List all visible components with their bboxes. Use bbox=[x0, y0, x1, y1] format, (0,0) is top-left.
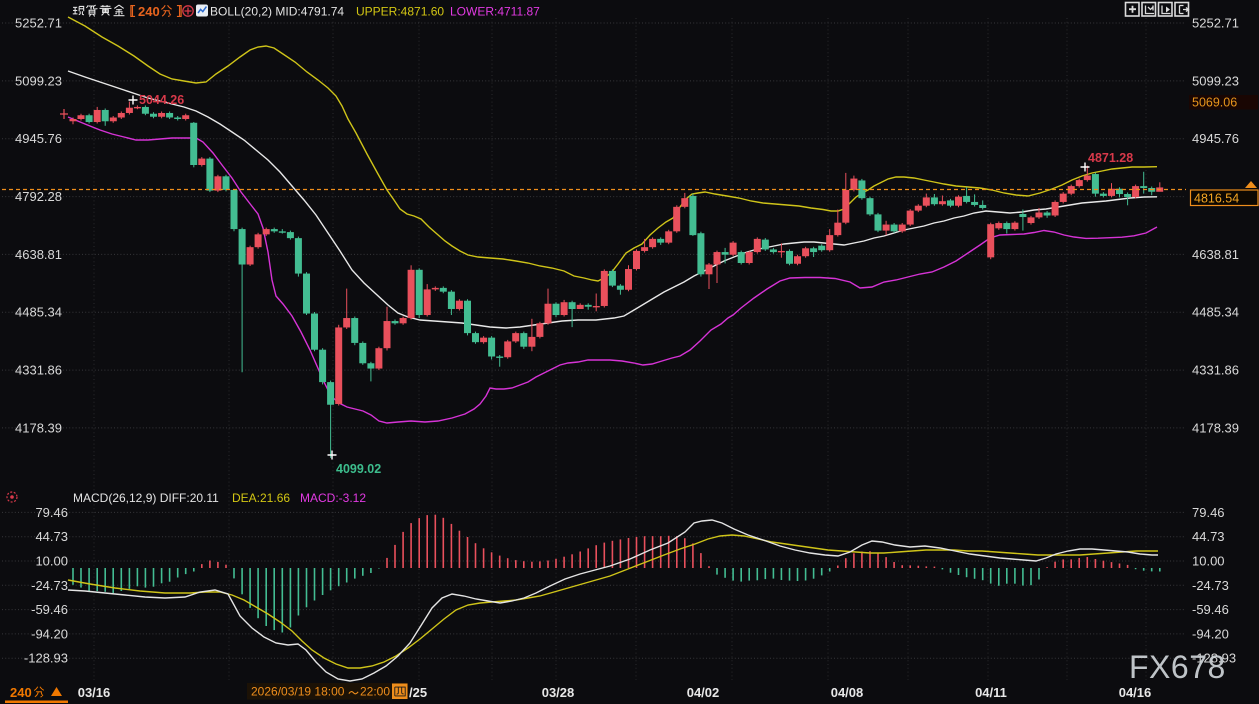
svg-text:4178.39: 4178.39 bbox=[1192, 420, 1239, 435]
svg-text:4485.34: 4485.34 bbox=[1192, 305, 1239, 320]
svg-text:79.46: 79.46 bbox=[1192, 505, 1225, 520]
svg-text:04/16: 04/16 bbox=[1119, 685, 1152, 700]
svg-text:22:00: 22:00 bbox=[360, 685, 390, 699]
svg-text:-94.20: -94.20 bbox=[1192, 626, 1229, 641]
svg-text:2026/03/19 18:00: 2026/03/19 18:00 bbox=[251, 685, 345, 699]
svg-text:MACD:-3.12: MACD:-3.12 bbox=[300, 491, 366, 505]
svg-text:4331.86: 4331.86 bbox=[1192, 363, 1239, 378]
svg-text:-59.46: -59.46 bbox=[1192, 602, 1229, 617]
svg-text:LOWER:4711.87: LOWER:4711.87 bbox=[450, 5, 540, 19]
svg-text:4816.54: 4816.54 bbox=[1194, 192, 1239, 206]
svg-text:4099.02: 4099.02 bbox=[336, 462, 381, 476]
svg-text:MACD(26,12,9) DIFF:20.11: MACD(26,12,9) DIFF:20.11 bbox=[73, 491, 219, 505]
svg-text:4331.86: 4331.86 bbox=[15, 363, 62, 378]
svg-text:-128.93: -128.93 bbox=[1192, 651, 1236, 666]
svg-text:44.73: 44.73 bbox=[35, 529, 68, 544]
svg-text:-94.20: -94.20 bbox=[31, 626, 68, 641]
svg-text:FX678: FX678 bbox=[1129, 649, 1226, 685]
svg-text:5069.06: 5069.06 bbox=[1192, 96, 1237, 110]
svg-text:10.00: 10.00 bbox=[1192, 554, 1225, 569]
svg-text:240: 240 bbox=[138, 4, 160, 19]
svg-text:4638.81: 4638.81 bbox=[1192, 247, 1239, 262]
svg-text:DEA:21.66: DEA:21.66 bbox=[232, 491, 290, 505]
svg-text:4945.76: 4945.76 bbox=[15, 131, 62, 146]
svg-text:04/11: 04/11 bbox=[975, 685, 1007, 700]
svg-text:4792.28: 4792.28 bbox=[15, 189, 62, 204]
svg-text:/25: /25 bbox=[409, 685, 427, 700]
svg-text:5252.71: 5252.71 bbox=[1192, 16, 1239, 31]
svg-text:4638.81: 4638.81 bbox=[15, 247, 62, 262]
svg-text:5252.71: 5252.71 bbox=[15, 16, 62, 31]
svg-text:44.73: 44.73 bbox=[1192, 529, 1225, 544]
svg-text:4945.76: 4945.76 bbox=[1192, 131, 1239, 146]
svg-text:79.46: 79.46 bbox=[35, 505, 68, 520]
svg-text:4178.39: 4178.39 bbox=[15, 420, 62, 435]
svg-text:04/02: 04/02 bbox=[687, 685, 720, 700]
svg-text:5099.23: 5099.23 bbox=[1192, 73, 1239, 88]
svg-text:10.00: 10.00 bbox=[35, 554, 68, 569]
svg-text:03/16: 03/16 bbox=[78, 685, 111, 700]
svg-text:4485.34: 4485.34 bbox=[15, 305, 62, 320]
svg-text:4871.28: 4871.28 bbox=[1088, 151, 1133, 165]
svg-text:5044.26: 5044.26 bbox=[139, 93, 184, 107]
svg-text:04/08: 04/08 bbox=[831, 685, 864, 700]
svg-text:UPPER:4871.60: UPPER:4871.60 bbox=[356, 5, 444, 19]
svg-text:-59.46: -59.46 bbox=[31, 602, 68, 617]
svg-text:03/28: 03/28 bbox=[542, 685, 575, 700]
svg-text:-128.93: -128.93 bbox=[24, 651, 68, 666]
svg-text:BOLL(20,2) MID:4791.74: BOLL(20,2) MID:4791.74 bbox=[210, 5, 344, 19]
svg-text:-24.73: -24.73 bbox=[1192, 578, 1229, 593]
svg-text:5099.23: 5099.23 bbox=[15, 73, 62, 88]
svg-text:-24.73: -24.73 bbox=[31, 578, 68, 593]
svg-text:240: 240 bbox=[10, 685, 32, 700]
